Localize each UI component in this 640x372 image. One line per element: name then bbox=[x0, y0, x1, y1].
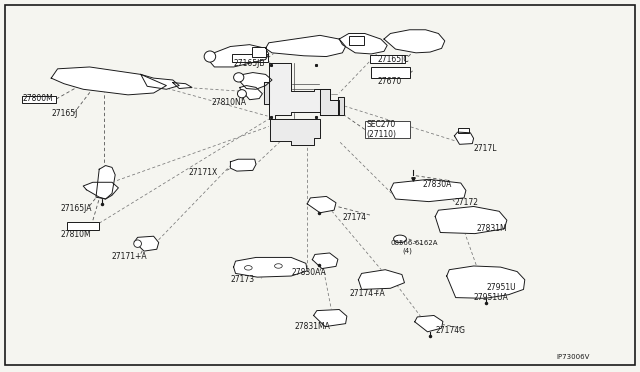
Text: 27831M: 27831M bbox=[477, 224, 508, 233]
Polygon shape bbox=[312, 253, 338, 269]
Polygon shape bbox=[454, 132, 474, 144]
Polygon shape bbox=[237, 73, 272, 89]
Circle shape bbox=[394, 235, 406, 243]
Polygon shape bbox=[269, 63, 339, 119]
Circle shape bbox=[275, 264, 282, 268]
Polygon shape bbox=[384, 30, 445, 53]
Bar bbox=[232, 54, 268, 62]
Text: 27174+A: 27174+A bbox=[349, 289, 385, 298]
Text: 27172: 27172 bbox=[454, 198, 479, 207]
Polygon shape bbox=[141, 74, 179, 89]
Ellipse shape bbox=[204, 51, 216, 62]
Polygon shape bbox=[358, 270, 404, 289]
Bar bbox=[370, 55, 405, 63]
Ellipse shape bbox=[237, 90, 246, 98]
Ellipse shape bbox=[234, 73, 244, 82]
Text: 27830A: 27830A bbox=[422, 180, 452, 189]
Text: 27831MA: 27831MA bbox=[294, 322, 330, 331]
Polygon shape bbox=[390, 179, 466, 202]
Text: 27951U: 27951U bbox=[486, 283, 516, 292]
Text: (27110): (27110) bbox=[366, 130, 396, 139]
Polygon shape bbox=[266, 35, 346, 57]
Polygon shape bbox=[234, 257, 307, 277]
Polygon shape bbox=[134, 236, 159, 251]
Bar bbox=[349, 36, 364, 45]
Text: 27165J: 27165J bbox=[51, 109, 77, 118]
Text: 27165JA: 27165JA bbox=[61, 204, 92, 213]
Polygon shape bbox=[230, 159, 256, 171]
Polygon shape bbox=[307, 196, 336, 213]
Circle shape bbox=[244, 266, 252, 270]
Text: 27173: 27173 bbox=[230, 275, 255, 284]
Polygon shape bbox=[435, 206, 507, 234]
Bar bbox=[22, 96, 56, 103]
Text: 27174: 27174 bbox=[342, 213, 367, 222]
Text: 27171+A: 27171+A bbox=[112, 252, 148, 261]
Text: SEC270: SEC270 bbox=[366, 120, 396, 129]
Text: 27810M: 27810M bbox=[61, 230, 92, 239]
Polygon shape bbox=[51, 67, 166, 95]
Text: 27670: 27670 bbox=[378, 77, 402, 86]
Bar bbox=[252, 47, 266, 57]
Ellipse shape bbox=[134, 240, 141, 247]
Polygon shape bbox=[338, 97, 344, 115]
Text: (4): (4) bbox=[402, 248, 412, 254]
Bar bbox=[371, 67, 410, 78]
Text: 2717L: 2717L bbox=[474, 144, 497, 153]
Text: 27165JC: 27165JC bbox=[378, 55, 409, 64]
Text: IP73006V: IP73006V bbox=[557, 354, 590, 360]
Text: 27810NA: 27810NA bbox=[211, 98, 246, 107]
Bar bbox=[67, 222, 99, 230]
Polygon shape bbox=[447, 266, 525, 298]
Text: 27800M: 27800M bbox=[22, 94, 53, 103]
Bar bbox=[458, 128, 469, 133]
Text: 27171X: 27171X bbox=[189, 169, 218, 177]
Text: 27951UA: 27951UA bbox=[474, 293, 508, 302]
Text: 27165JB: 27165JB bbox=[234, 59, 265, 68]
Polygon shape bbox=[314, 310, 347, 327]
Polygon shape bbox=[339, 33, 387, 54]
Polygon shape bbox=[83, 182, 118, 199]
Polygon shape bbox=[270, 119, 320, 145]
Polygon shape bbox=[240, 86, 262, 100]
Polygon shape bbox=[173, 83, 192, 89]
Polygon shape bbox=[264, 82, 269, 104]
Polygon shape bbox=[320, 89, 338, 115]
Polygon shape bbox=[96, 166, 115, 199]
Text: 08566-6162A: 08566-6162A bbox=[390, 240, 438, 246]
Text: 27830AA: 27830AA bbox=[291, 268, 326, 277]
Polygon shape bbox=[208, 45, 269, 67]
Polygon shape bbox=[415, 315, 443, 332]
Text: 27174G: 27174G bbox=[435, 326, 465, 335]
Bar bbox=[365, 121, 410, 138]
